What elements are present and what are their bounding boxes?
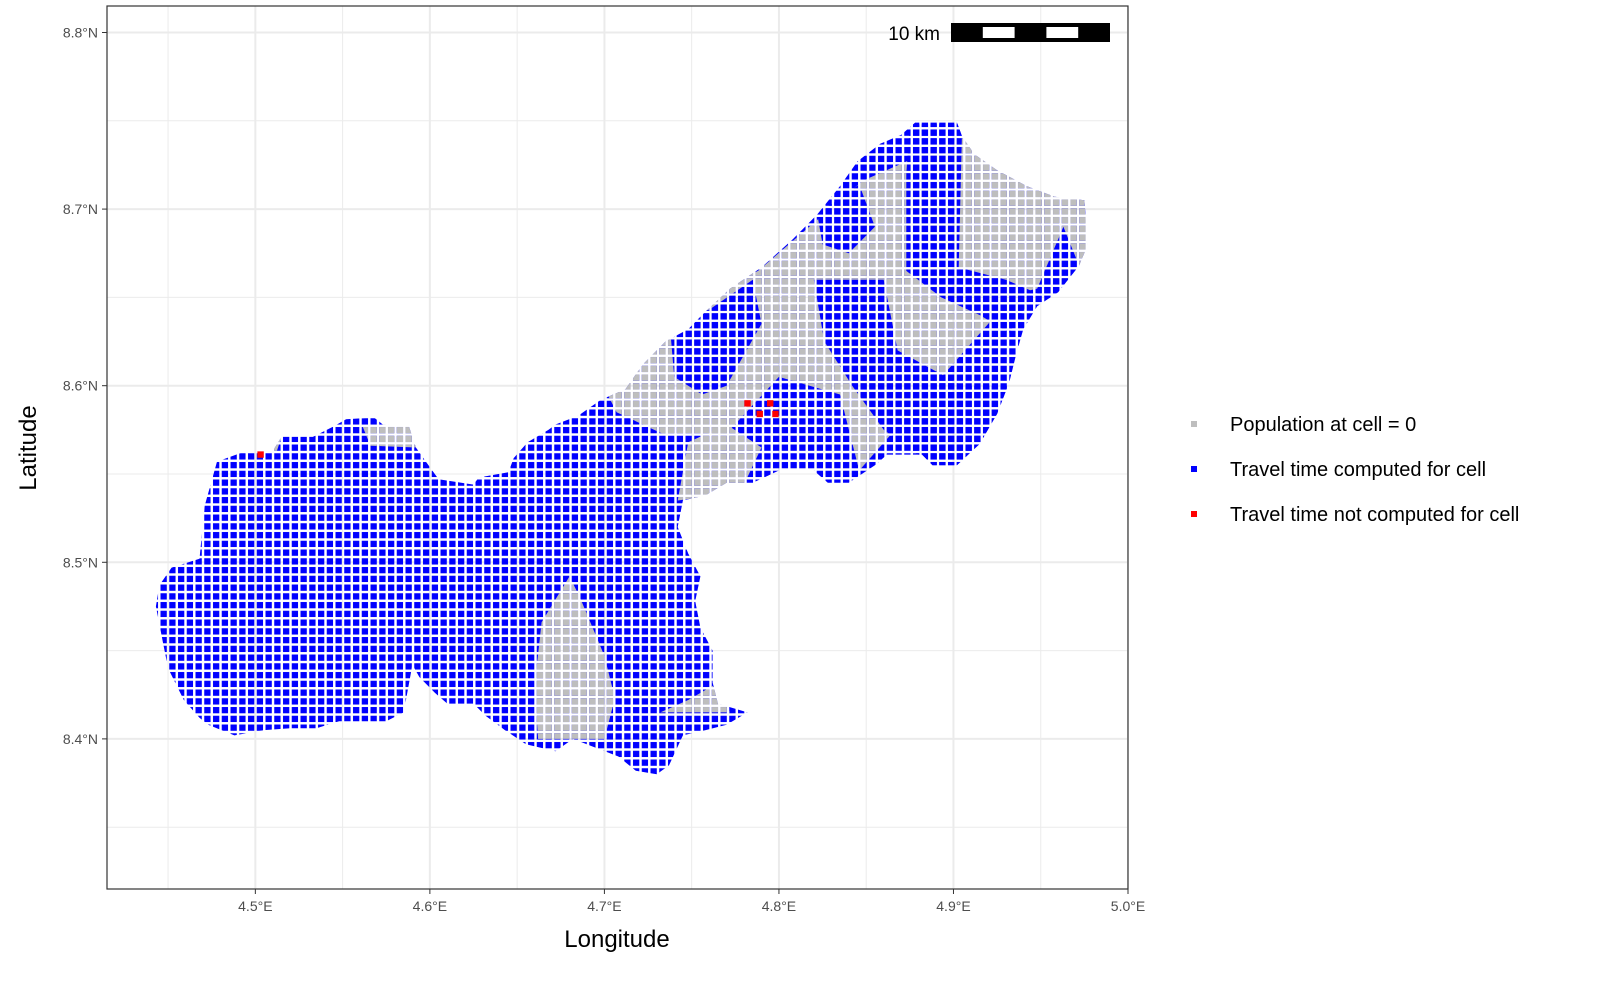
y-tick-label: 8.6°N [63, 378, 98, 394]
x-axis-title: Longitude [564, 926, 669, 953]
y-axis-title: Latitude [15, 405, 42, 490]
x-tick-label: 4.6°E [413, 898, 447, 914]
legend-label-not_computed: Travel time not computed for cell [1230, 504, 1519, 526]
legend-key-not_computed [1191, 511, 1197, 517]
computed-patch [669, 279, 762, 395]
legend-key-zero [1191, 421, 1197, 427]
not-computed-cell [767, 400, 774, 407]
x-tick-label: 4.7°E [587, 898, 621, 914]
legend-key-computed [1191, 466, 1197, 472]
scale-bar-segment [982, 27, 1015, 38]
x-tick-label: 4.5°E [238, 898, 272, 914]
not-computed-cell [257, 451, 264, 458]
computed-patch [813, 279, 1015, 466]
scale-bar: 10 km [888, 23, 1110, 45]
not-computed-cell [772, 410, 779, 418]
not-computed-cell [756, 410, 763, 418]
y-tick-label: 8.4°N [63, 731, 98, 747]
x-tick-label: 4.8°E [762, 898, 796, 914]
x-tick-label: 4.9°E [936, 898, 970, 914]
scale-bar-frame [951, 23, 1110, 42]
y-tick-label: 8.8°N [63, 24, 98, 40]
computed-areas [669, 124, 1080, 466]
not-computed-cell [744, 400, 751, 407]
zero-population-patch [677, 424, 762, 501]
panel-border [106, 5, 1129, 890]
scale-bar-segment [1046, 27, 1079, 38]
x-axis: 4.5°E 4.6°E 4.7°E 4.8°E 4.9°E 5.0°E [238, 889, 1145, 914]
zero-population-patch [534, 576, 615, 739]
legend-label-zero: Population at cell = 0 [1230, 414, 1416, 436]
x-tick-label: 5.0°E [1111, 898, 1145, 914]
legend-label-computed: Travel time computed for cell [1230, 459, 1486, 481]
computed-patch [906, 124, 1080, 333]
y-axis: 8.4°N 8.5°N 8.6°N 8.7°N 8.8°N [63, 24, 107, 747]
legend: Population at cell = 0 Travel time comput… [1191, 414, 1519, 526]
scale-bar-segments [951, 23, 1110, 42]
scale-bar-label: 10 km [888, 24, 940, 45]
y-tick-label: 8.7°N [63, 201, 98, 217]
computed-patch [817, 184, 875, 254]
zero-population-patch [660, 685, 731, 713]
not-computed-cells [257, 400, 779, 458]
y-tick-label: 8.5°N [63, 554, 98, 570]
zero-population-patch [361, 424, 416, 448]
